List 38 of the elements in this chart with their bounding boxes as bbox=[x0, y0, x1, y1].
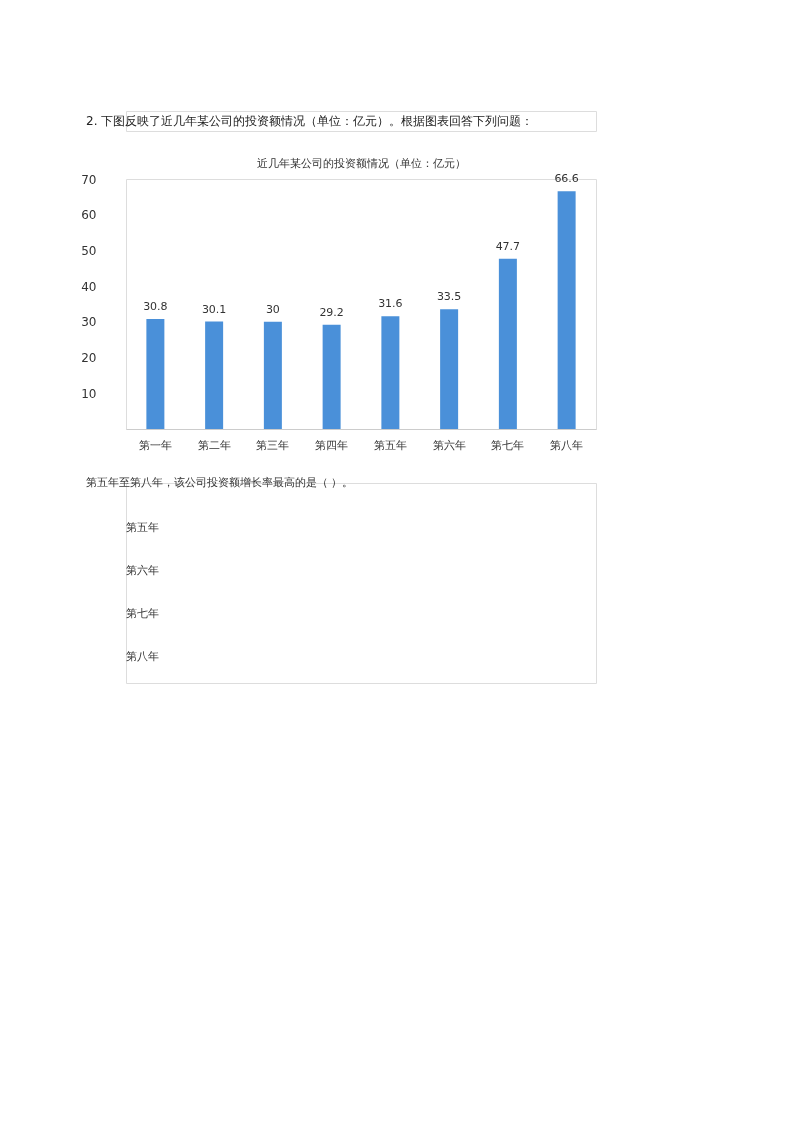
bar bbox=[557, 191, 576, 429]
data-label: 66.6 bbox=[554, 172, 579, 186]
x-tick-label: 第三年 bbox=[256, 438, 290, 452]
x-tick-label: 第八年 bbox=[550, 438, 584, 452]
text: 第五年 bbox=[126, 521, 159, 534]
y-tick-label: 60 bbox=[81, 208, 97, 223]
x-tick-label: 第一年 bbox=[138, 438, 172, 452]
y-tick-label: 70 bbox=[81, 172, 97, 187]
text: 2. 下图反映了近几年某公司的投资额情况（单位：亿元）。根据图表回答下列问题： bbox=[86, 114, 534, 128]
data-label: 31.6 bbox=[378, 297, 403, 311]
x-tick-label: 第六年 bbox=[432, 438, 466, 452]
bar bbox=[322, 324, 341, 429]
data-label: 30 bbox=[265, 302, 280, 316]
chart-title: 近几年某公司的投资额情况（单位：亿元） bbox=[256, 157, 466, 170]
data-label: 29.2 bbox=[319, 305, 344, 319]
bar bbox=[381, 316, 400, 429]
x-tick-label: 第四年 bbox=[315, 438, 349, 452]
bar bbox=[440, 309, 459, 429]
y-tick-label: 10 bbox=[81, 386, 97, 401]
y-tick-label: 50 bbox=[81, 243, 97, 258]
text: 第五年至第八年，该公司投资额增长率最高的是（ ）。 bbox=[86, 476, 354, 489]
bar bbox=[205, 321, 224, 429]
data-label: 30.1 bbox=[201, 302, 227, 316]
x-tick-label: 第五年 bbox=[373, 438, 407, 452]
data-label: 30.8 bbox=[143, 300, 168, 313]
y-tick-label: 30 bbox=[81, 315, 97, 330]
text: 第七年 bbox=[126, 607, 159, 620]
x-tick-label: 第七年 bbox=[491, 438, 525, 452]
bar bbox=[263, 321, 282, 429]
bar bbox=[146, 319, 165, 429]
data-label: 47.7 bbox=[495, 239, 521, 253]
x-tick-label: 第二年 bbox=[197, 438, 231, 452]
y-tick-label: 40 bbox=[81, 279, 97, 294]
text: 第八年 bbox=[126, 650, 159, 663]
y-tick-label: 20 bbox=[81, 351, 97, 366]
bar bbox=[498, 258, 517, 429]
data-label: 33.5 bbox=[436, 290, 462, 304]
text: 第六年 bbox=[126, 564, 159, 577]
